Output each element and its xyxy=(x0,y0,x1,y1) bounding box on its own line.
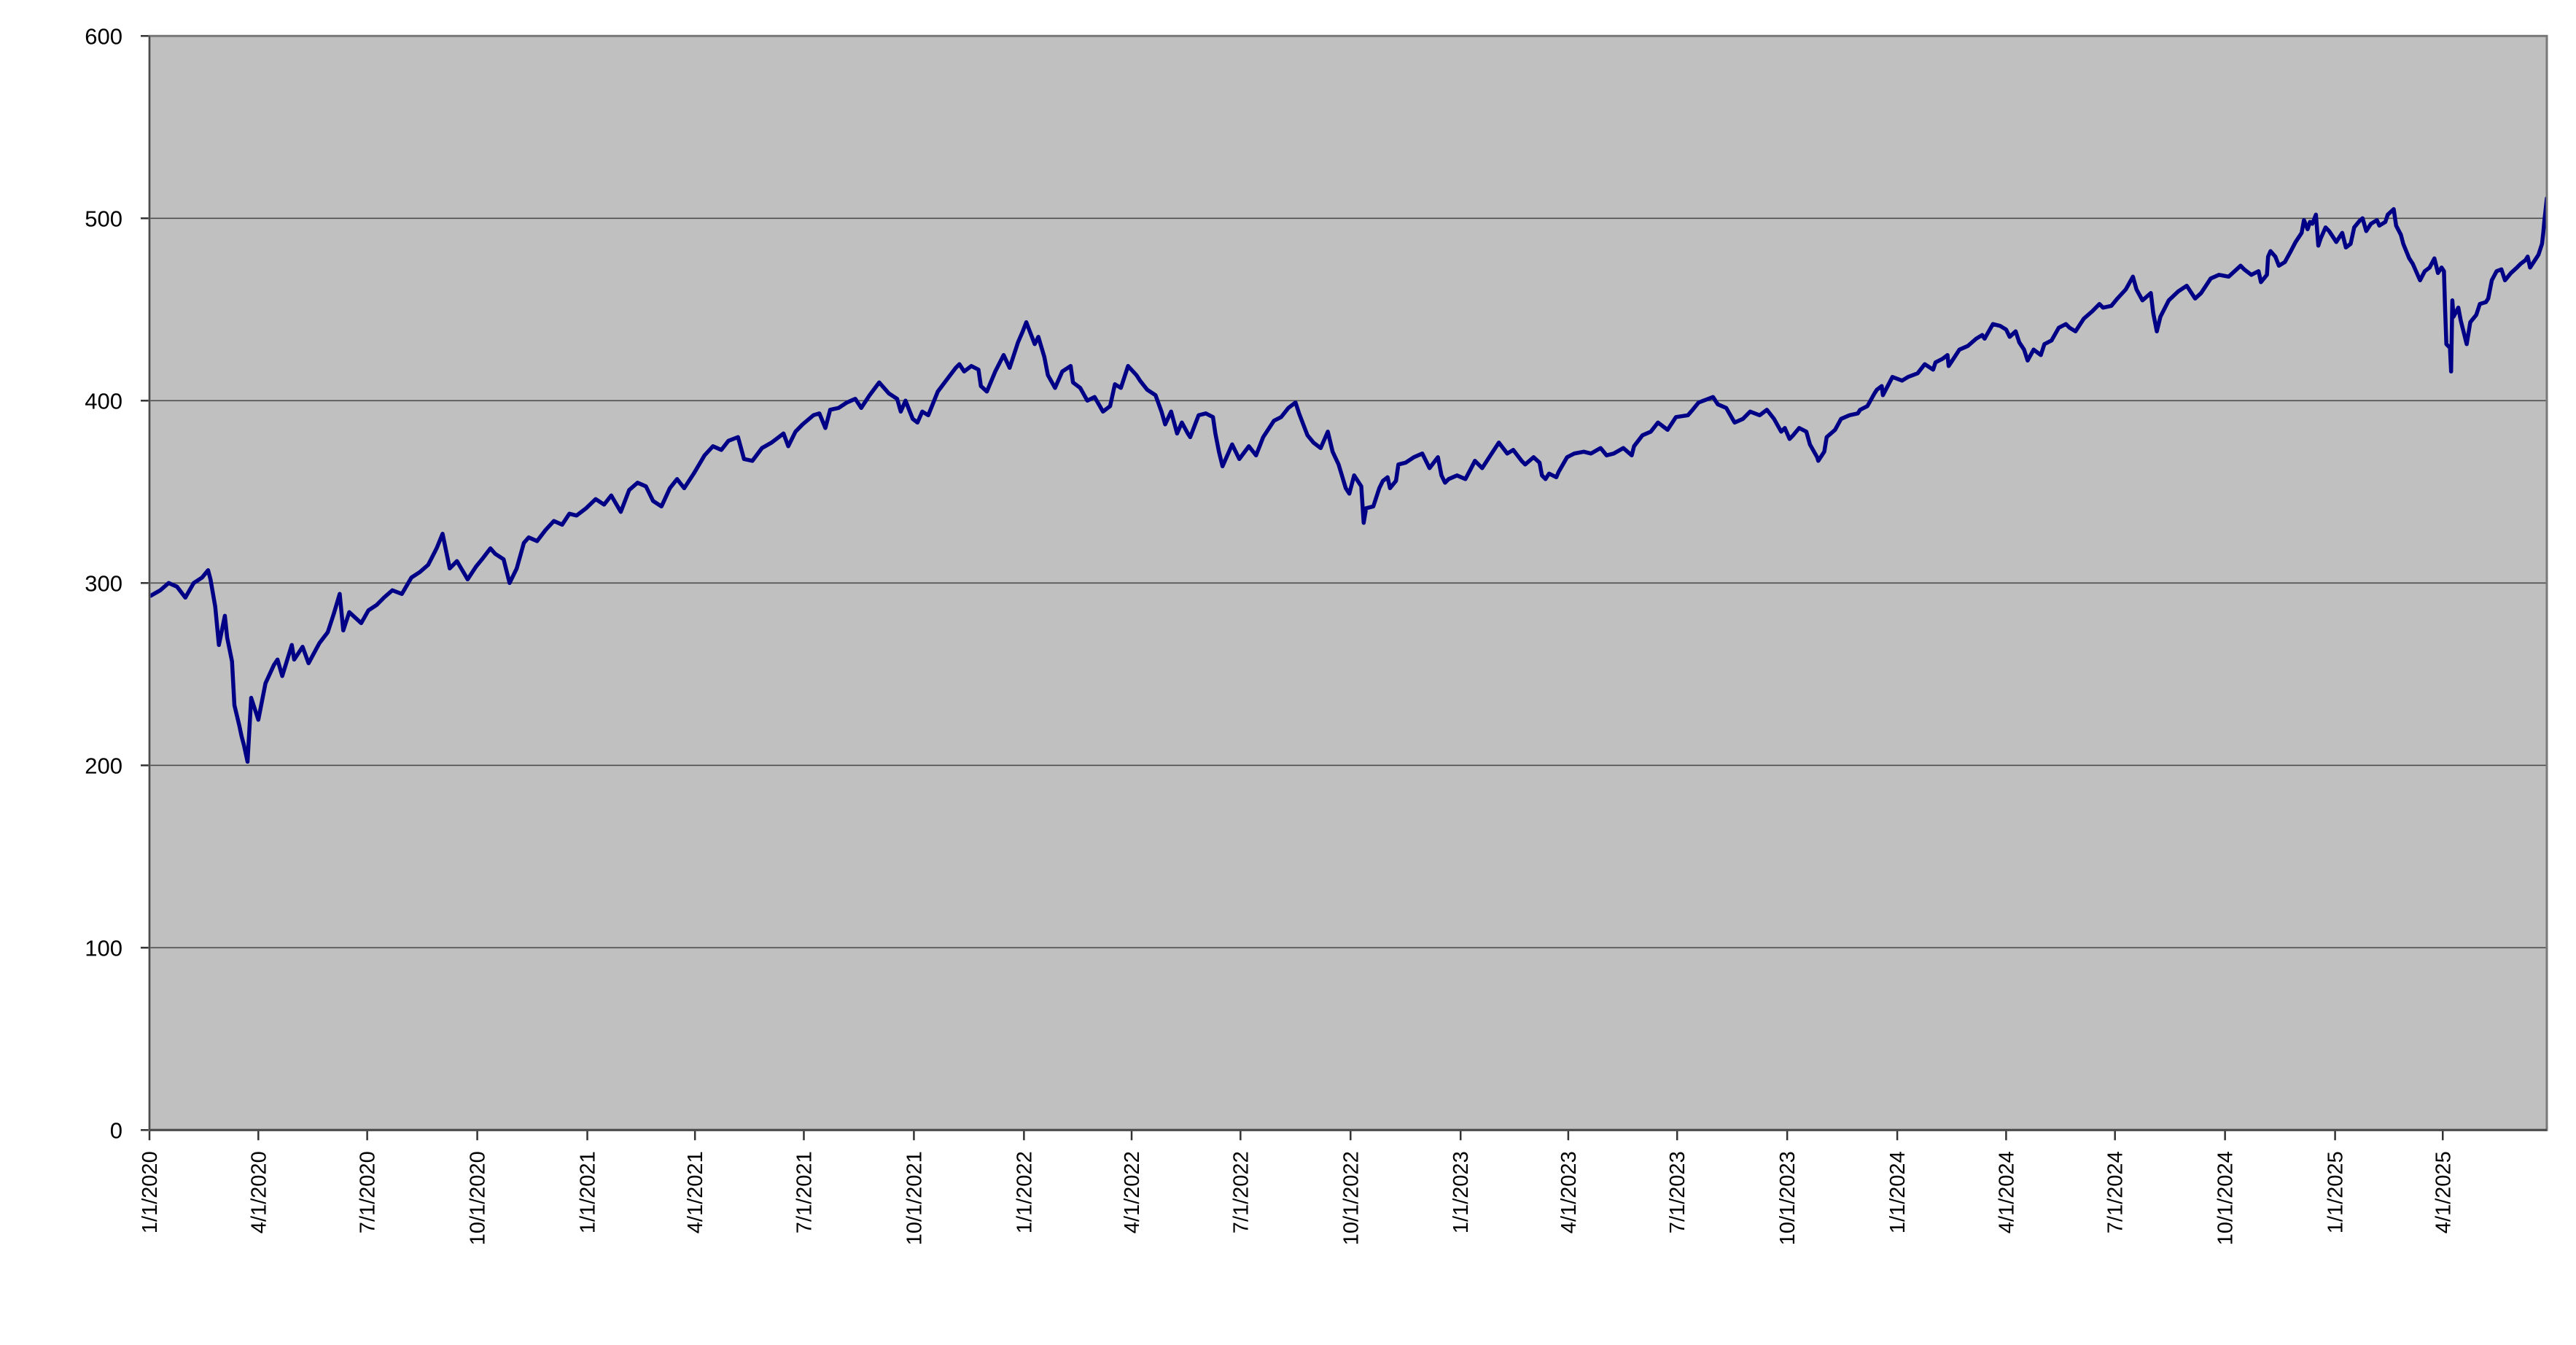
x-axis-label-1/1/2020: 1/1/2020 xyxy=(139,1151,162,1233)
x-axis-label-7/1/2021: 7/1/2021 xyxy=(793,1151,816,1233)
x-axis-label-1/1/2021: 1/1/2021 xyxy=(577,1151,600,1233)
x-axis-label-1/1/2025: 1/1/2025 xyxy=(2324,1151,2348,1233)
x-axis-label-1/1/2024: 1/1/2024 xyxy=(1886,1151,1910,1233)
x-axis-label-1/1/2023: 1/1/2023 xyxy=(1450,1151,1473,1233)
x-axis-label-4/1/2021: 4/1/2021 xyxy=(684,1151,707,1233)
x-axis-label-7/1/2020: 7/1/2020 xyxy=(357,1151,380,1233)
y-axis-label-600: 600 xyxy=(85,23,122,49)
x-axis-label-10/1/2021: 10/1/2021 xyxy=(903,1151,926,1245)
x-axis-label-7/1/2024: 7/1/2024 xyxy=(2104,1151,2128,1233)
x-axis-label-4/1/2025: 4/1/2025 xyxy=(2432,1151,2455,1233)
x-axis-label-4/1/2024: 4/1/2024 xyxy=(1995,1151,2018,1233)
y-axis-label-400: 400 xyxy=(85,388,122,414)
y-axis-label-500: 500 xyxy=(85,206,122,231)
x-axis-label-4/1/2023: 4/1/2023 xyxy=(1557,1151,1581,1233)
price-line-series-price xyxy=(149,196,2547,764)
x-axis-label-4/1/2020: 4/1/2020 xyxy=(247,1151,271,1233)
y-axis-label-200: 200 xyxy=(85,753,122,778)
x-axis-label-10/1/2022: 10/1/2022 xyxy=(1339,1151,1363,1245)
x-axis-label-7/1/2022: 7/1/2022 xyxy=(1229,1151,1253,1233)
x-axis-label-4/1/2022: 4/1/2022 xyxy=(1121,1151,1144,1233)
y-axis-label-100: 100 xyxy=(85,935,122,961)
x-axis-label-7/1/2023: 7/1/2023 xyxy=(1666,1151,1689,1233)
x-axis-label-10/1/2023: 10/1/2023 xyxy=(1776,1151,1799,1245)
y-axis-label-300: 300 xyxy=(85,570,122,596)
x-axis-label-10/1/2020: 10/1/2020 xyxy=(467,1151,490,1245)
y-axis-label-0: 0 xyxy=(110,1117,122,1143)
x-axis-label-1/1/2022: 1/1/2022 xyxy=(1013,1151,1036,1233)
x-axis-label-10/1/2024: 10/1/2024 xyxy=(2214,1151,2238,1245)
